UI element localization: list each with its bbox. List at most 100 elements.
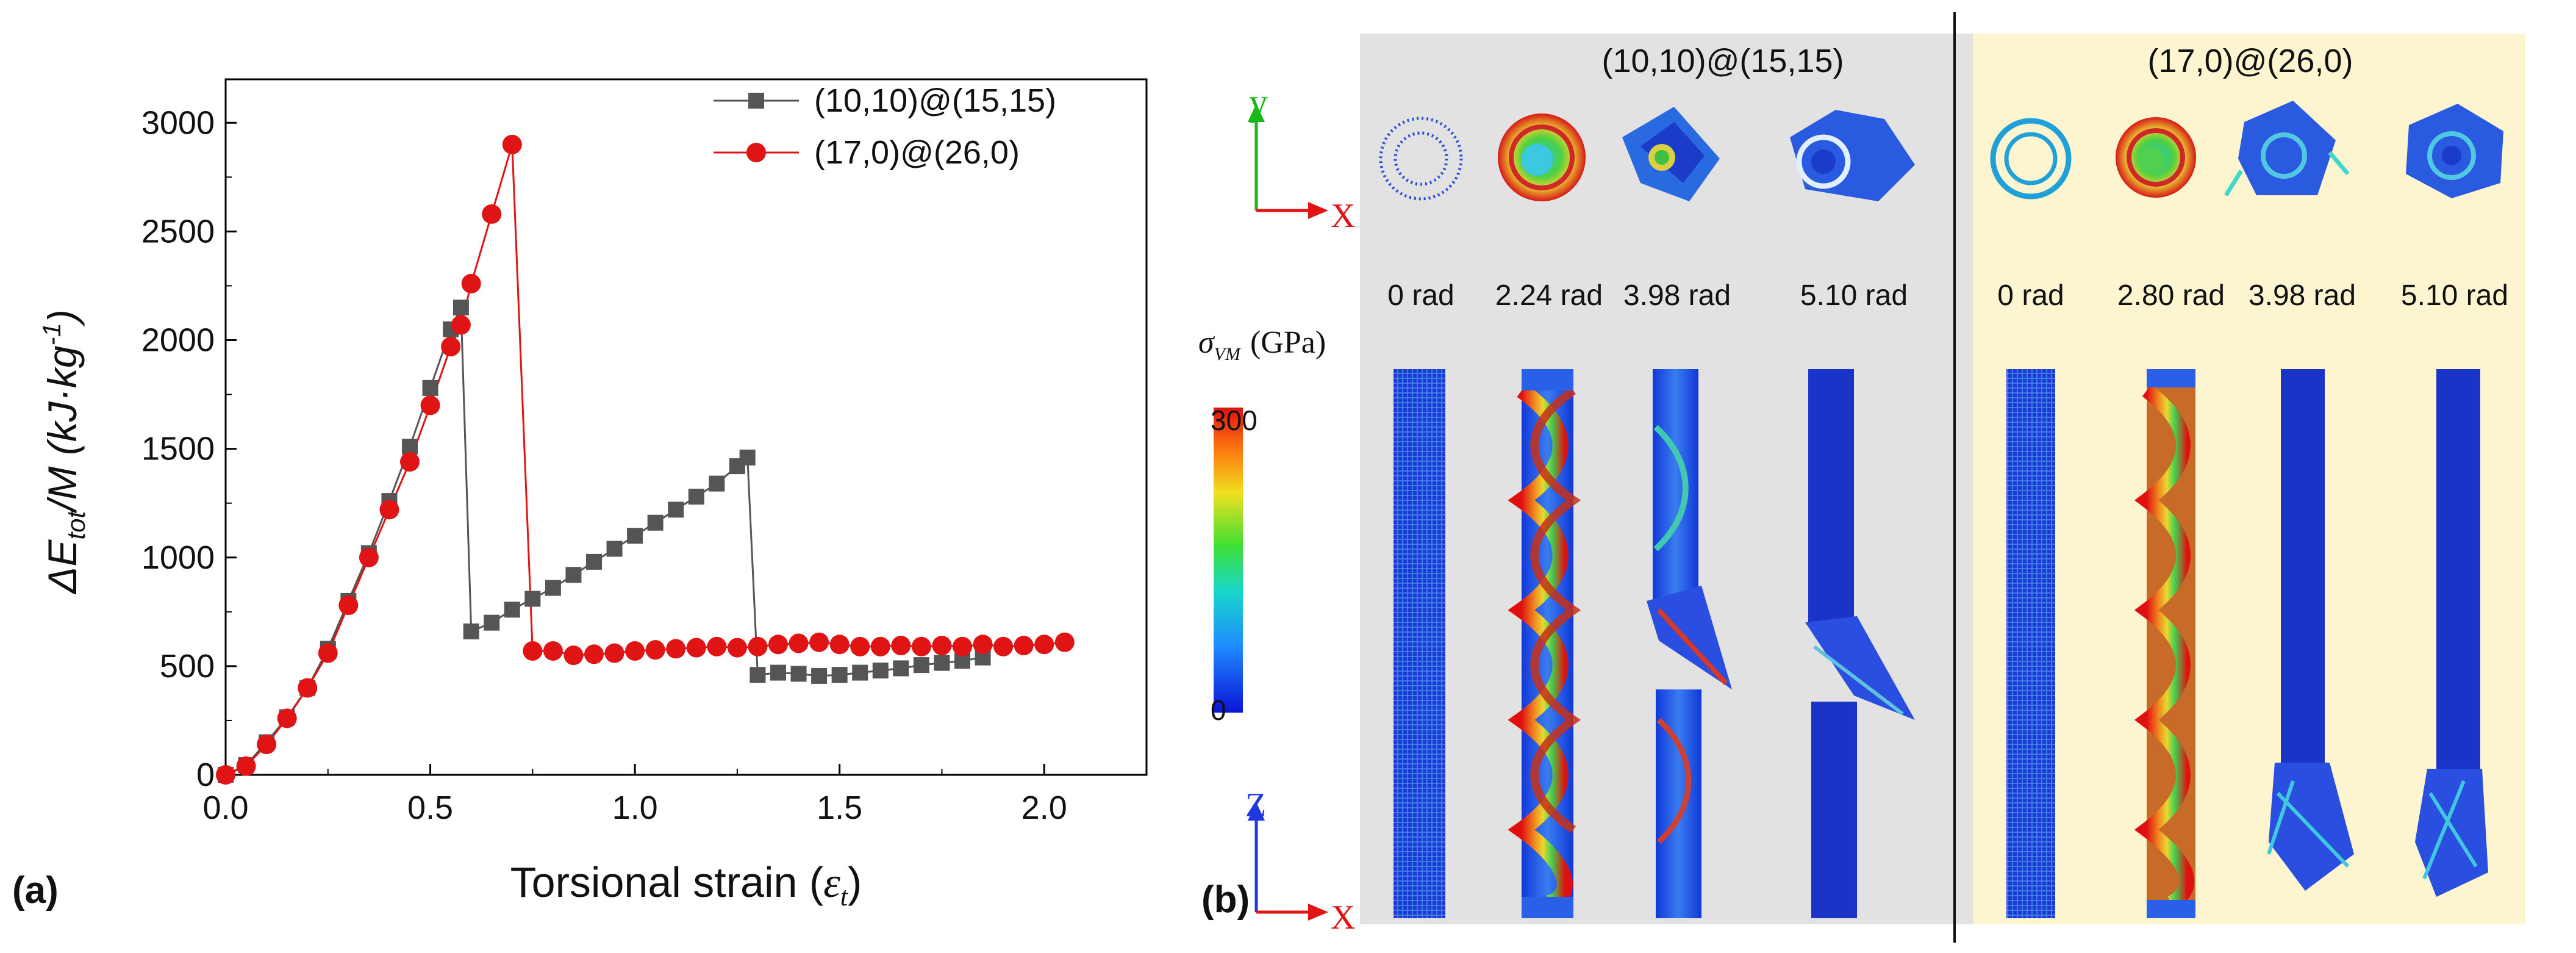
data-point-1 xyxy=(484,614,500,631)
cross-section-6 xyxy=(2116,117,2196,198)
data-point-2 xyxy=(850,636,870,656)
y-tick-label: 0 xyxy=(196,757,215,793)
data-point-2 xyxy=(482,204,502,224)
tube-1-3 xyxy=(1647,369,1732,918)
data-point-2 xyxy=(257,735,277,755)
data-point-1 xyxy=(627,528,643,544)
data-point-2 xyxy=(870,636,890,656)
y-tick-label: 3000 xyxy=(141,104,215,141)
y-tick-label: 2000 xyxy=(141,322,215,359)
tube-2-1 xyxy=(2006,369,2055,918)
data-point-2 xyxy=(420,395,440,415)
data-point-1 xyxy=(586,553,602,570)
tube-2-2 xyxy=(2134,369,2195,918)
data-point-2 xyxy=(829,635,850,655)
data-point-2 xyxy=(318,643,338,663)
data-point-2 xyxy=(400,452,420,472)
group1-tubes xyxy=(1394,369,1915,918)
x-tick-label: 2.0 xyxy=(1021,789,1067,826)
series-line-2 xyxy=(225,144,1065,776)
data-point-1 xyxy=(402,439,418,455)
data-point-2 xyxy=(1054,632,1075,652)
data-point-2 xyxy=(789,633,809,653)
legend-marker-1 xyxy=(748,93,764,109)
data-point-2 xyxy=(891,636,911,656)
angle-label-1-1: 0 rad xyxy=(1387,279,1454,312)
cross-section-2 xyxy=(1498,113,1586,201)
data-point-2 xyxy=(911,636,931,656)
colorbar-gradient xyxy=(1214,408,1243,713)
data-point-2 xyxy=(359,547,379,567)
colorbar-max: 300 xyxy=(1211,405,1258,436)
data-point-1 xyxy=(453,300,469,316)
data-point-2 xyxy=(564,646,584,666)
axis-z-label: Z xyxy=(1245,786,1266,824)
data-point-1 xyxy=(504,602,520,618)
chart-area: 0.0 0.5 1.0 1.5 2.0 0 500 1000 1500 2000 2500 3000… xyxy=(12,78,1148,912)
axis-y-label: y xyxy=(1249,82,1268,123)
y-axis-title: ΔEtot/M (kJ·kg-1) xyxy=(37,309,90,595)
series-layer xyxy=(216,134,1075,785)
y-axis: 0 500 1000 1500 2000 2500 3000 xyxy=(141,104,237,793)
legend-label-2: (17,0)@(26,0) xyxy=(814,134,1020,171)
legend-label-1: (10,10)@(15,15) xyxy=(814,82,1056,119)
tube-2-4 xyxy=(2415,369,2488,897)
x-tick-label: 0.5 xyxy=(407,789,453,826)
data-point-1 xyxy=(688,489,704,505)
axis-x-label-top: X xyxy=(1331,197,1355,235)
data-point-1 xyxy=(739,449,756,466)
axis-x-label-bottom: X xyxy=(1331,899,1355,937)
data-point-1 xyxy=(831,667,848,683)
x-tick-label: 0.0 xyxy=(202,789,248,826)
y-tick-label: 1000 xyxy=(141,539,215,576)
angle-label-2-4: 5.10 rad xyxy=(2401,279,2508,312)
cross-section-7 xyxy=(2224,101,2350,196)
data-point-1 xyxy=(422,379,438,396)
data-point-2 xyxy=(338,595,359,616)
data-point-1 xyxy=(893,660,909,677)
group1-background xyxy=(1360,34,2086,924)
data-point-2 xyxy=(727,638,747,658)
data-point-1 xyxy=(565,567,582,583)
angle-label-1-4: 5.10 rad xyxy=(1800,279,1908,312)
xy-axes: y X xyxy=(1248,82,1355,235)
data-point-2 xyxy=(502,134,522,154)
colorbar-min: 0 xyxy=(1211,694,1226,726)
data-point-2 xyxy=(953,636,972,656)
data-point-1 xyxy=(668,502,684,518)
data-point-2 xyxy=(768,635,788,655)
data-point-1 xyxy=(811,667,828,684)
data-point-2 xyxy=(1014,636,1034,656)
plot-frame xyxy=(224,78,1148,776)
y-tick-label: 500 xyxy=(160,648,215,685)
group2-cross-sections xyxy=(1990,101,2503,200)
cross-section-8 xyxy=(2406,104,2503,198)
legend: (10,10)@(15,15) (17,0)@(26,0) xyxy=(714,82,1056,171)
angle-label-1-3: 3.98 rad xyxy=(1623,279,1731,312)
colorbar-title: σVM (GPa) xyxy=(1198,325,1326,364)
data-point-2 xyxy=(216,765,235,785)
angle-label-2-1: 0 rad xyxy=(1997,279,2064,312)
data-point-2 xyxy=(584,644,604,664)
angle-label-2-3: 3.98 rad xyxy=(2249,279,2356,312)
x-axis-title: Torsional strain (εt) xyxy=(510,858,862,912)
cross-section-5 xyxy=(1990,118,2072,200)
cross-section-1 xyxy=(1379,117,1463,201)
group2-tubes xyxy=(2006,369,2488,918)
y-tick-label: 1500 xyxy=(141,431,215,467)
group1-title: (10,10)@(15,15) xyxy=(1601,43,1844,79)
data-point-1 xyxy=(524,591,541,607)
data-point-2 xyxy=(1034,635,1054,655)
data-point-2 xyxy=(686,638,706,658)
data-point-2 xyxy=(707,636,727,656)
panel-b-label: (b) xyxy=(1201,879,1250,921)
x-tick-label: 1.5 xyxy=(817,789,862,826)
data-point-1 xyxy=(852,664,868,681)
data-point-2 xyxy=(379,500,399,520)
data-point-2 xyxy=(461,273,481,293)
legend-marker-2 xyxy=(746,143,766,162)
panel-b: (b) (10,10)@(15,15) (17,0)@(26,0) y X Z … xyxy=(1198,12,2525,943)
x-tick-label: 1.0 xyxy=(612,789,658,826)
data-point-2 xyxy=(236,756,256,776)
data-point-2 xyxy=(625,641,645,661)
